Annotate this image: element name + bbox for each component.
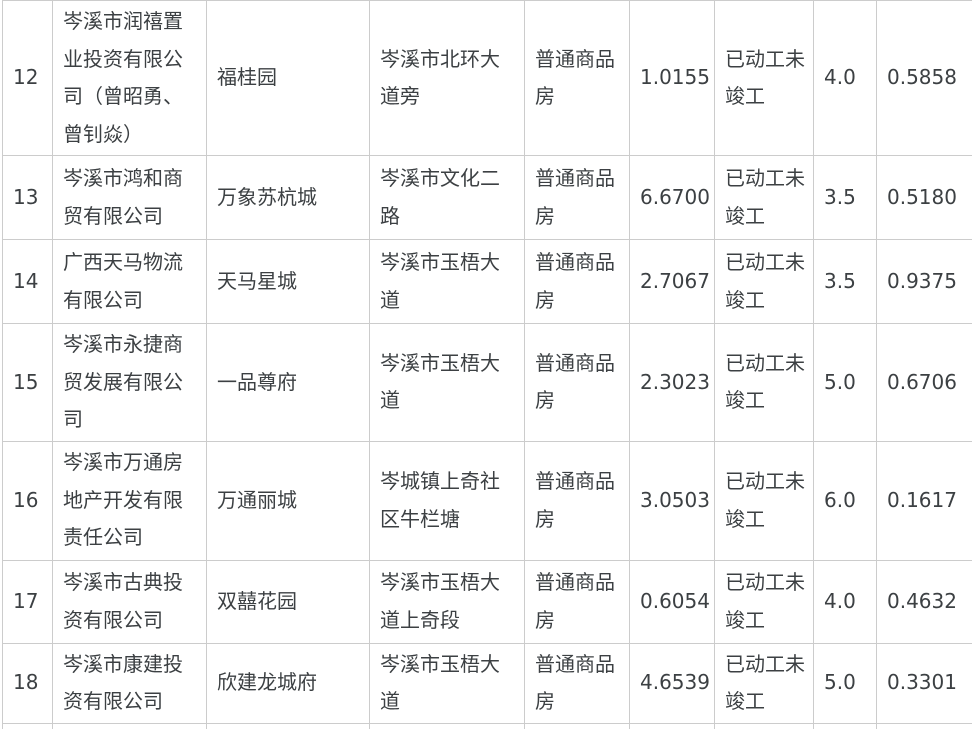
cell-project-location: 岑溪市玉梧大道: [369, 642, 525, 724]
cell-project-name: 一品尊府: [206, 323, 370, 442]
cell-row-number: 16: [2, 440, 53, 561]
cell-metric-value: 5.0: [813, 642, 877, 724]
cell-metric-value: 5.0: [813, 323, 877, 442]
cell-metric-value: 3.5: [813, 155, 877, 240]
cell-housing-type: 普通商品房: [524, 239, 630, 324]
cell-construction-status: [714, 722, 814, 729]
cell-housing-type: 普通商品房: [524, 440, 630, 561]
cell-company-name: 岑溪市润禧置业投资有限公司（曾昭勇、曾钊焱）: [52, 0, 207, 156]
cell-project-name: 欣建龙城府: [206, 642, 370, 724]
cell-area-value: 4.6539: [629, 642, 715, 724]
cell-row-number: 14: [2, 239, 53, 324]
table-row: 15 岑溪市永捷商贸发展有限公司 一品尊府 岑溪市玉梧大道 普通商品房 2.3023 已动工…: [2, 323, 972, 442]
cell-area-value: [629, 722, 715, 729]
cell-area-value: 0.6054: [629, 559, 715, 644]
cell-ratio-value: 0.5858: [876, 0, 972, 156]
cell-ratio-value: 0.6706: [876, 323, 972, 442]
table-row: 12 岑溪市润禧置业投资有限公司（曾昭勇、曾钊焱） 福桂园 岑溪市北环大道旁 普通商品房…: [2, 0, 972, 156]
cell-project-name: 天马星城: [206, 239, 370, 324]
cell-metric-value: 6.0: [813, 440, 877, 561]
cell-housing-type: 普通商品房: [524, 155, 630, 240]
cell-housing-type: 普通商品房: [524, 0, 630, 156]
cell-construction-status: 已动工未竣工: [714, 323, 814, 442]
cell-housing-type: 普通商品房: [524, 559, 630, 644]
cell-construction-status: 已动工未竣工: [714, 559, 814, 644]
cell-project-location: [369, 722, 525, 729]
cell-construction-status: 已动工未竣工: [714, 642, 814, 724]
cell-construction-status: 已动工未竣工: [714, 155, 814, 240]
cell-area-value: 1.0155: [629, 0, 715, 156]
table-row: 14 广西天马物流有限公司 天马星城 岑溪市玉梧大道 普通商品房 2.7067 已动工未竣工…: [2, 239, 972, 324]
cell-ratio-value: 0.5180: [876, 155, 972, 240]
cell-ratio-value: 0.9375: [876, 239, 972, 324]
cell-company-name: 广西天马物流有限公司: [52, 239, 207, 324]
cell-construction-status: 已动工未竣工: [714, 0, 814, 156]
table-row-partial: [2, 722, 972, 729]
cell-row-number: 18: [2, 642, 53, 724]
cell-ratio-value: [876, 722, 972, 729]
cell-company-name: 岑溪市永捷商贸发展有限公司: [52, 323, 207, 442]
cell-housing-type: 普通商品房: [524, 642, 630, 724]
table-row: 18 岑溪市康建投资有限公司 欣建龙城府 岑溪市玉梧大道 普通商品房 4.6539 已动工未…: [2, 642, 972, 724]
cell-company-name: 岑溪市古典投资有限公司: [52, 559, 207, 644]
cell-row-number: 13: [2, 155, 53, 240]
cell-metric-value: 4.0: [813, 559, 877, 644]
table-row: 16 岑溪市万通房地产开发有限责任公司 万通丽城 岑城镇上奇社区牛栏塘 普通商品房 3.0…: [2, 440, 972, 561]
cell-ratio-value: 0.3301: [876, 642, 972, 724]
cell-company-name: [52, 722, 207, 729]
cell-project-name: 万象苏杭城: [206, 155, 370, 240]
cell-construction-status: 已动工未竣工: [714, 239, 814, 324]
cell-area-value: 3.0503: [629, 440, 715, 561]
cell-housing-type: [524, 722, 630, 729]
cell-project-location: 岑溪市玉梧大道: [369, 239, 525, 324]
cell-company-name: 岑溪市万通房地产开发有限责任公司: [52, 440, 207, 561]
cell-project-name: [206, 722, 370, 729]
cell-company-name: 岑溪市鸿和商贸有限公司: [52, 155, 207, 240]
cell-project-location: 岑溪市玉梧大道: [369, 323, 525, 442]
cell-row-number: 17: [2, 559, 53, 644]
cell-project-location: 岑城镇上奇社区牛栏塘: [369, 440, 525, 561]
cell-area-value: 2.3023: [629, 323, 715, 442]
cell-project-location: 岑溪市玉梧大道上奇段: [369, 559, 525, 644]
cell-row-number: 12: [2, 0, 53, 156]
cell-ratio-value: 0.4632: [876, 559, 972, 644]
cell-metric-value: 4.0: [813, 0, 877, 156]
cell-project-location: 岑溪市文化二路: [369, 155, 525, 240]
cell-ratio-value: 0.1617: [876, 440, 972, 561]
cell-project-name: 万通丽城: [206, 440, 370, 561]
cell-project-location: 岑溪市北环大道旁: [369, 0, 525, 156]
cell-metric-value: [813, 722, 877, 729]
cell-metric-value: 3.5: [813, 239, 877, 324]
cell-project-name: 福桂园: [206, 0, 370, 156]
cell-area-value: 2.7067: [629, 239, 715, 324]
cell-row-number: [2, 722, 53, 729]
cell-row-number: 15: [2, 323, 53, 442]
table-row: 13 岑溪市鸿和商贸有限公司 万象苏杭城 岑溪市文化二路 普通商品房 6.6700 已动工未…: [2, 155, 972, 240]
cell-construction-status: 已动工未竣工: [714, 440, 814, 561]
table-row: 17 岑溪市古典投资有限公司 双囍花园 岑溪市玉梧大道上奇段 普通商品房 0.6054 已动…: [2, 559, 972, 644]
cell-housing-type: 普通商品房: [524, 323, 630, 442]
cell-project-name: 双囍花园: [206, 559, 370, 644]
cell-area-value: 6.6700: [629, 155, 715, 240]
cell-company-name: 岑溪市康建投资有限公司: [52, 642, 207, 724]
